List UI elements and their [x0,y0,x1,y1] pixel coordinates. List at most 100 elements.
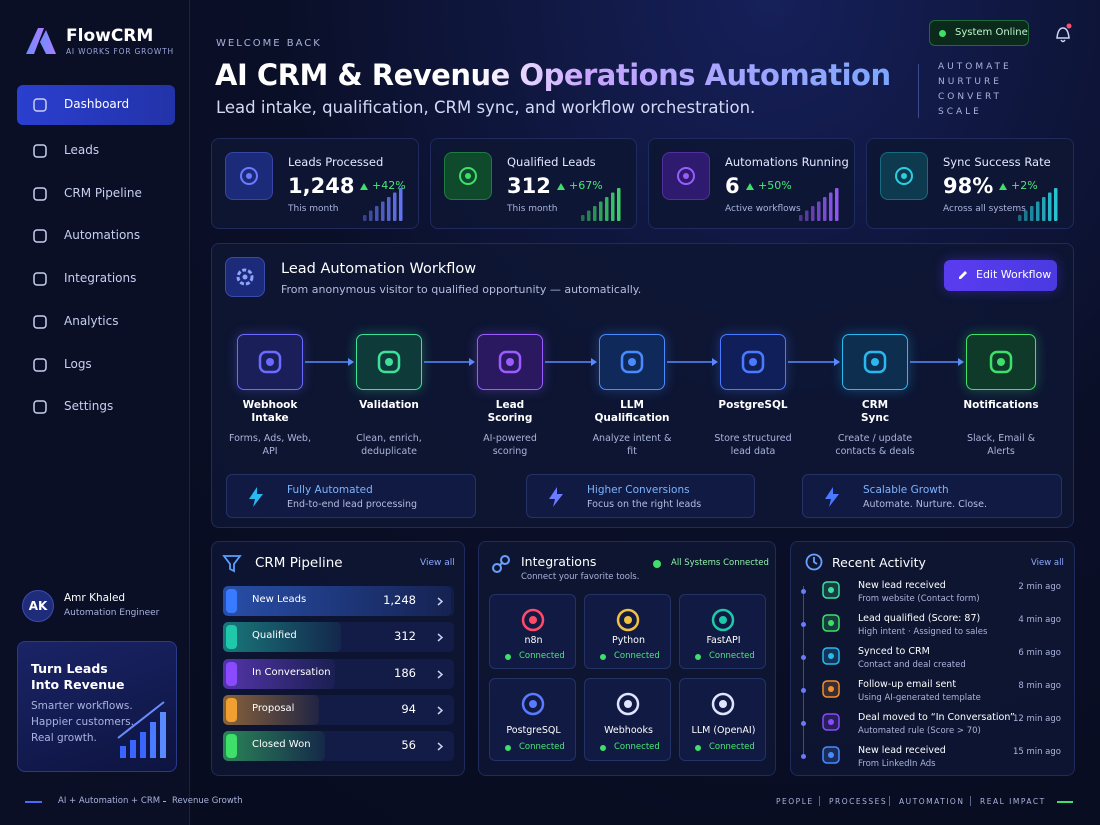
nav-item[interactable]: Analytics [64,314,119,328]
integration-logo [521,692,545,716]
feature-title: Scalable Growth [863,484,949,496]
nav-item[interactable]: Leads [64,143,100,157]
stat-label: Qualified Leads [507,155,596,169]
nav-item[interactable]: Automations [64,228,141,242]
integration-name: Python [612,635,645,646]
nav-item[interactable]: CRM Pipeline [64,186,142,200]
tagline-divider [918,64,919,118]
stat-sparkbars [363,188,403,221]
activity-item-desc: From website (Contact form) [858,594,980,604]
feature-title: Higher Conversions [587,484,690,496]
brand-name: FlowCRM [66,26,154,46]
activity-item-time: 6 min ago [1018,648,1061,658]
workflow-step-title: PostgreSQL [718,399,788,411]
nav-icon [33,144,47,158]
page-title: AI CRM & Revenue Operations Automation [215,58,891,92]
nav-item[interactable]: Integrations [64,271,137,285]
activity-item-time: 4 min ago [1018,615,1061,625]
stat-label: Leads Processed [288,155,384,169]
activity-item-desc: Automated rule (Score > 70) [858,726,981,736]
integrations-subtitle: Connect your favorite tools. [521,572,640,582]
activity-link[interactable]: View all [1031,558,1064,568]
notification-bell [1056,23,1072,43]
integration-logo [711,608,735,632]
stat-icon-glyph [459,167,477,185]
activity-item-title: Lead qualified (Score: 87) [858,613,981,624]
activity-item-time: 2 min ago [1018,582,1061,592]
integration-card[interactable]: n8n Connected [489,594,576,669]
activity-item-desc: Contact and deal created [858,660,966,670]
workflow-arrow [305,358,354,366]
promo-card: Turn Leads Into Revenue Smarter workflows.… [17,641,177,772]
promo-title: Turn Leads [31,661,108,676]
brand-tagline: AI WORKS FOR GROWTH [66,47,174,56]
integration-card[interactable]: Webhooks Connected [584,678,671,761]
pipeline-row[interactable]: New Leads 1,248 [223,586,454,616]
activity-item-title: Follow-up email sent [858,679,957,690]
tagline: CONVERT [938,92,1003,102]
pipeline-row[interactable]: Closed Won 56 [223,731,454,762]
nav-icon [33,229,47,243]
timeline-dot [801,622,806,627]
workflow-step-glyph [498,350,522,374]
user-role: Automation Engineer [64,608,160,618]
stat-change: +50% [758,179,792,192]
integration-status-dot [695,745,701,751]
pipeline-stage-count: 186 [394,665,416,680]
stat-card: Sync Success Rate 98% +2% Across all system… [866,138,1074,229]
pipeline-stage-count: 1,248 [383,593,416,607]
pipeline-row-fill [223,586,451,616]
feature-card: Scalable Growth Automate. Nurture. Close. [802,474,1062,518]
pipeline-row[interactable]: Qualified 312 [223,622,454,653]
nav-item[interactable]: Logs [64,357,92,371]
pipeline-row[interactable]: In Conversation 186 [223,658,454,689]
integration-name: PostgreSQL [506,725,561,736]
integrations-status-dot [653,560,661,568]
workflow-step-title: Validation [359,399,419,411]
timeline-dot [801,721,806,726]
integration-card[interactable]: FastAPI Connected [679,594,766,669]
pipeline-stage-name: Proposal [252,702,295,714]
workflow-arrow [788,358,840,366]
footer-tag: PROCESSES [829,797,888,806]
workflow-arrow [667,358,718,366]
integration-status-dot [505,654,511,660]
integration-card[interactable]: LLM (OpenAI) Connected [679,678,766,761]
stat-card: Automations Running 6 +50% Active workflows [648,138,855,229]
integration-card[interactable]: PostgreSQL Connected [489,678,576,761]
workflow-step-desc: AI-powered scoring [483,433,537,457]
pipeline-row[interactable]: Proposal 94 [223,694,454,725]
edit-workflow-button[interactable]: Edit Workflow [944,260,1057,291]
integration-name: FastAPI [706,635,741,646]
stat-note: Across all systems [943,204,1026,214]
integration-status: Connected [519,742,565,752]
activity-item-icon [822,746,840,764]
workflow-step-glyph [741,350,765,374]
integration-status: Connected [709,742,755,752]
activity-item-icon [822,713,840,731]
chevron [437,633,444,642]
pipeline-link[interactable]: View all [420,558,455,568]
pipeline-row-accent [226,734,237,759]
brand-logo [26,28,56,54]
pipeline-row-fill [223,694,319,725]
promo-title: Into Revenue [31,677,125,692]
pipeline-row-accent [226,697,237,722]
nav-icon [33,272,47,286]
nav-icon [33,315,47,329]
workflow-step-glyph [620,350,644,374]
nav-item[interactable]: Dashboard [64,97,130,111]
stat-label: Sync Success Rate [943,155,1051,169]
status-dot [939,30,946,37]
nav-icon [33,400,47,414]
tagline: SCALE [938,107,982,117]
nav-icon [33,98,47,112]
nav-item[interactable]: Settings [64,399,114,413]
footer-left: AI + Automation + CRM [58,796,161,806]
stat-change: +67% [569,179,603,192]
integration-status-dot [695,654,701,660]
activity-icon [805,553,823,571]
stat-icon-glyph [240,167,258,185]
activity-item-time: 15 min ago [1012,747,1061,757]
integration-card[interactable]: Python Connected [584,594,671,669]
